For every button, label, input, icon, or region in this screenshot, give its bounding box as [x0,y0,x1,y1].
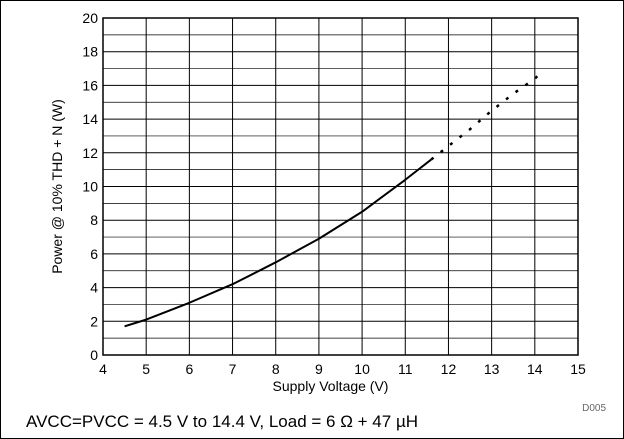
y-tick-label: 2 [90,313,98,329]
y-tick-label: 14 [82,111,98,127]
x-tick-label: 7 [229,361,237,377]
x-tick-label: 12 [441,361,457,377]
x-tick-label: 8 [272,361,280,377]
y-tick-label: 18 [82,44,98,60]
y-tick-labels: 0 2 4 6 8 10 12 14 16 18 20 [82,10,98,363]
y-tick-label: 10 [82,179,98,195]
x-tick-label: 5 [142,361,150,377]
x-tick-label: 15 [570,361,586,377]
chart-caption: AVCC=PVCC = 4.5 V to 14.4 V, Load = 6 Ω … [26,412,419,431]
y-tick-label: 16 [82,77,98,93]
x-tick-labels: 4 5 6 7 8 9 10 11 12 13 14 15 [99,361,586,377]
x-axis-title: Supply Voltage (V) [273,378,389,394]
figure-id: D005 [582,403,606,414]
series-line-measured [124,158,432,328]
x-tick-label: 9 [315,361,323,377]
plot-area-border [102,17,579,356]
x-tick-label: 14 [527,361,543,377]
y-tick-label: 20 [82,10,98,26]
x-tick-label: 6 [185,361,193,377]
x-tick-label: 10 [354,361,370,377]
y-tick-label: 0 [90,347,98,363]
series-layer [124,69,545,328]
y-axis-title: Power @ 10% THD + N (W) [49,99,65,274]
x-tick-label: 13 [484,361,500,377]
x-tick-label: 11 [398,361,413,377]
y-tick-label: 4 [90,280,98,296]
y-tick-label: 8 [90,212,98,228]
y-tick-label: 6 [90,246,98,262]
y-tick-label: 12 [82,145,98,161]
x-tick-label: 4 [99,361,107,377]
grid-minor [103,34,578,339]
